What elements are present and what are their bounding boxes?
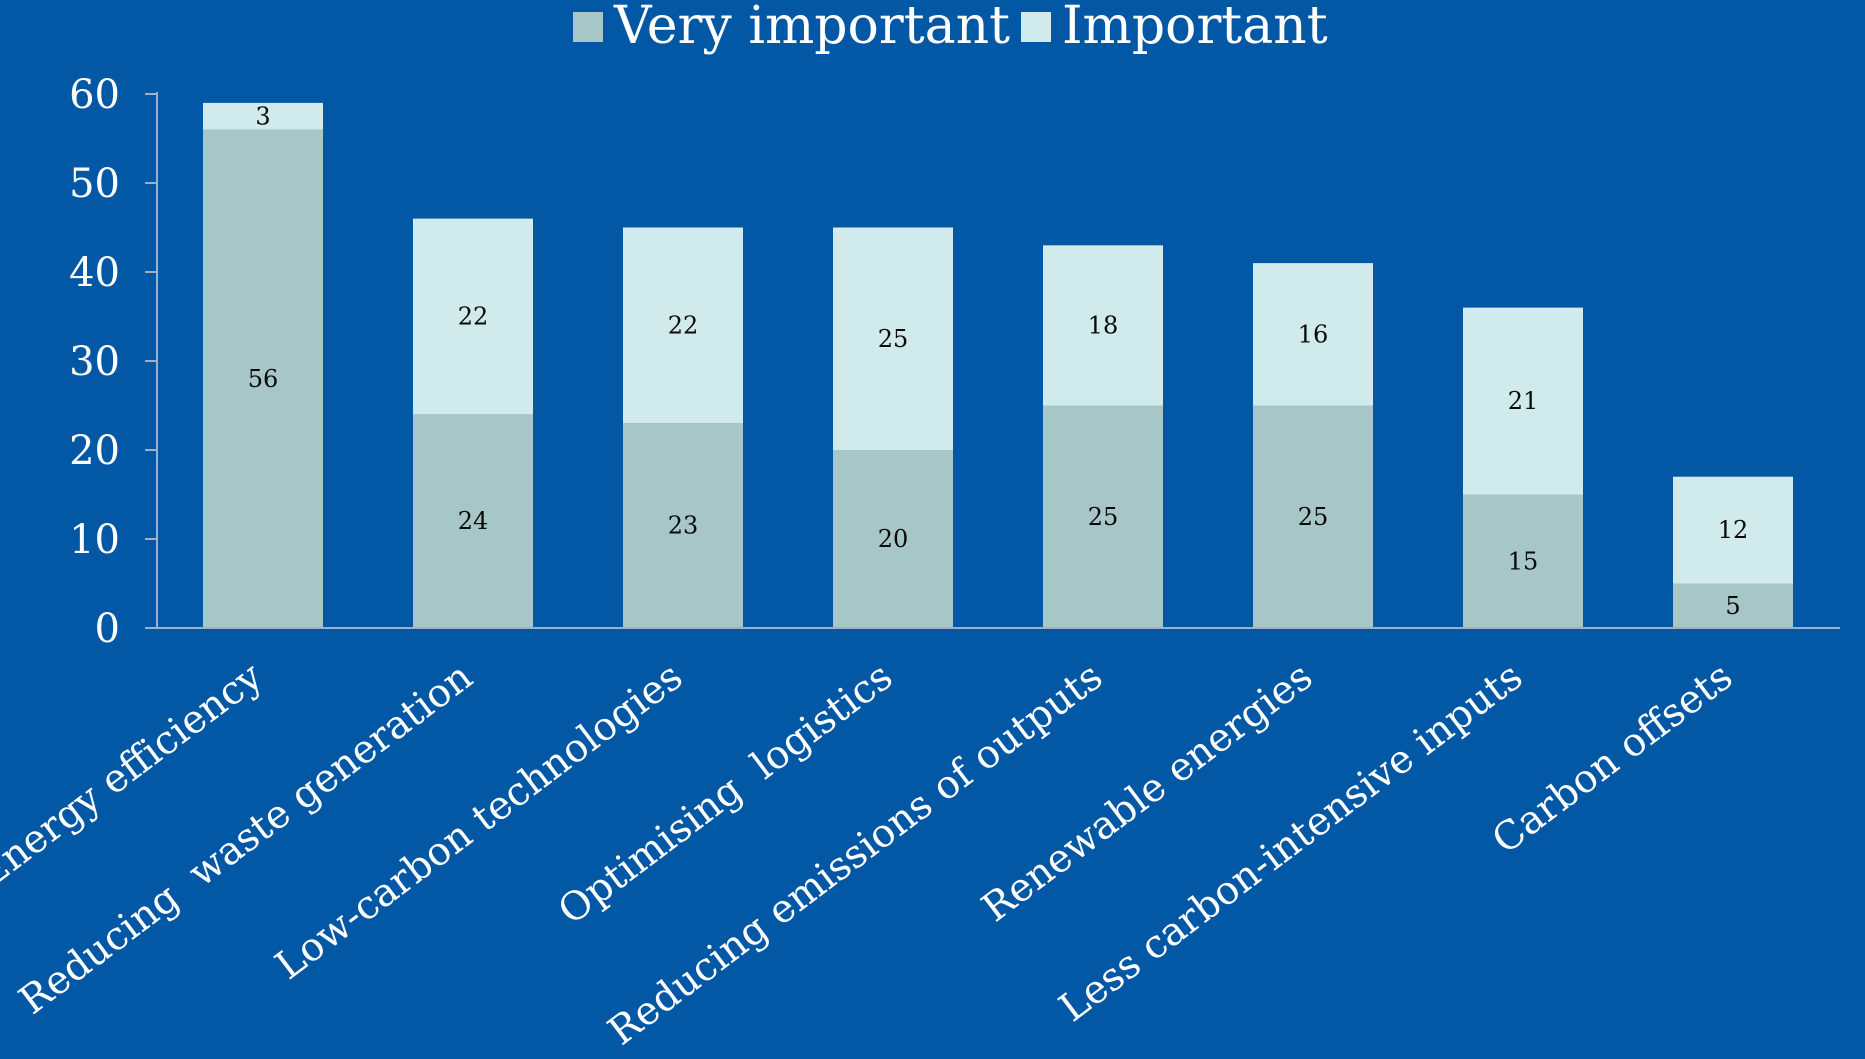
bar-important-optimising-logistics [833,227,953,450]
bar-very-important-less-carbon-intensive-inputs [1463,494,1583,628]
data-label-important-low-carbon-technologies: 22 [668,311,699,339]
y-tick-label: 10 [69,517,120,563]
data-label-very-important-low-carbon-technologies: 23 [668,512,699,540]
y-axis: 0 10 20 30 40 50 60 [69,72,158,652]
data-label-very-important-renewable-energies: 25 [1298,503,1329,531]
data-label-very-important-reducing-waste-generation: 24 [458,507,489,535]
bar-very-important-energy-efficiency [203,129,323,628]
data-label-very-important-optimising-logistics: 20 [878,525,909,553]
legend: Very important Important [573,0,1328,56]
bar-important-less-carbon-intensive-inputs [1463,307,1583,495]
y-tick-label: 0 [95,606,120,652]
bar-important-energy-efficiency [203,102,323,130]
legend-label-important: Important [1062,0,1328,56]
y-tick-label: 20 [69,428,120,474]
bar-very-important-low-carbon-technologies [623,423,743,628]
data-label-important-less-carbon-intensive-inputs: 21 [1508,387,1539,415]
bar-important-low-carbon-technologies [623,227,743,424]
data-label-very-important-less-carbon-intensive-inputs: 15 [1508,547,1539,575]
bar-very-important-renewable-energies [1253,405,1373,628]
data-label-very-important-reducing-emissions-of-outputs: 25 [1088,503,1119,531]
data-label-important-reducing-emissions-of-outputs: 18 [1088,311,1119,339]
bar-important-reducing-waste-generation [413,218,533,415]
y-tick-label: 30 [69,339,120,385]
data-label-very-important-energy-efficiency: 56 [248,365,279,393]
bar-very-important-optimising-logistics [833,450,953,628]
data-label-important-optimising-logistics: 25 [878,325,909,353]
bar-important-reducing-emissions-of-outputs [1043,245,1163,406]
legend-swatch-important [1021,12,1051,42]
bar-very-important-reducing-waste-generation [413,414,533,628]
y-tick-label: 40 [69,250,120,296]
bar-important-renewable-energies [1253,263,1373,406]
bar-important-carbon-offsets [1673,476,1793,584]
data-label-important-energy-efficiency: 3 [255,102,270,130]
bar-very-important-carbon-offsets [1673,583,1793,628]
data-label-important-reducing-waste-generation: 22 [458,303,489,331]
y-tick-label: 60 [69,72,120,118]
bars [203,102,1793,628]
data-labels: 56 3 24 22 23 22 20 25 25 18 25 16 15 21 5 12 [248,102,1749,620]
data-label-very-important-carbon-offsets: 5 [1725,592,1740,620]
bar-very-important-reducing-emissions-of-outputs [1043,405,1163,628]
y-tick-label: 50 [69,161,120,207]
legend-label-very-important: Very important [613,0,1010,56]
data-label-important-renewable-energies: 16 [1298,320,1329,348]
data-label-important-carbon-offsets: 12 [1718,516,1749,544]
legend-swatch-very-important [573,12,603,42]
